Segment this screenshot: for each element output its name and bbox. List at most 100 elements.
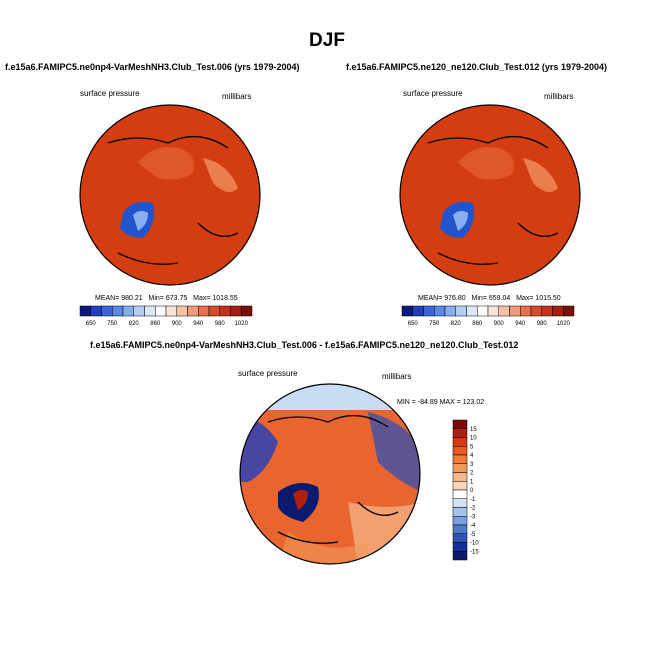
- panel-a-colorbar-box: [79, 305, 91, 317]
- panel-a-colorbar-box: [219, 305, 231, 317]
- panel-b-colorbar-box: [444, 305, 456, 317]
- panel-a-mean: 980.21: [121, 295, 143, 302]
- panel-c-units-label: millibars: [382, 372, 412, 381]
- panel-a-field: [80, 105, 260, 285]
- panel-c-colorbar-tick-label: 0: [470, 488, 474, 494]
- panel-b-colorbar-box: [563, 305, 575, 317]
- panel-b-arctic-region: [458, 147, 514, 180]
- panel-b-min-label: Min=: [471, 295, 487, 302]
- panel-b-colorbar-box: [466, 305, 478, 317]
- panel-b-colorbar-box: [487, 305, 499, 317]
- panel-a-colorbar-box: [208, 305, 220, 317]
- panel-b-colorbar-box: [401, 305, 413, 317]
- panel-c-colorbar-tick-label: 2: [470, 471, 474, 477]
- panel-c-colorbar-box: [452, 428, 468, 438]
- panel-b-colorbar-box: [412, 305, 424, 317]
- panel-c-top-band: [240, 384, 420, 410]
- panel-b-colorbar-tick-label: 750: [429, 321, 440, 327]
- panel-c-colorbar-box: [452, 551, 468, 561]
- panel-a-colorbar-box: [90, 305, 102, 317]
- panel-a-arctic-region: [138, 147, 194, 180]
- panel-b-colorbar-tick-label: 1020: [557, 321, 571, 327]
- panel-c-colorbar-tick-label: -4: [470, 523, 476, 529]
- panel-c-greenland-core: [293, 489, 308, 510]
- panel-c-colorbar-box: [452, 481, 468, 491]
- panel-b-colorbar-box: [498, 305, 510, 317]
- panel-b-colorbar-tick-label: 820: [451, 321, 462, 327]
- panel-b-title: f.e15a6.FAMIPC5.ne120_ne120.Club_Test.01…: [346, 62, 607, 72]
- panel-c-colorbar-box: [452, 542, 468, 552]
- panel-c-coastlines: [267, 414, 399, 544]
- panel-c-east-blue: [368, 412, 420, 492]
- panel-c-colorbar-box: [452, 533, 468, 543]
- panel-a-max-label: Max=: [193, 295, 211, 302]
- panel-c-colorbar-box: [452, 472, 468, 482]
- panel-b-colorbar-box: [541, 305, 553, 317]
- panel-a-min-label: Min=: [148, 295, 164, 302]
- panel-a-colorbar-box: [230, 305, 242, 317]
- panel-b-colorbar-box: [477, 305, 489, 317]
- panel-c-colorbar-box: [452, 437, 468, 447]
- panel-a-siberia-region: [203, 158, 238, 192]
- panel-a-colorbar-box: [133, 305, 145, 317]
- panel-b-variable-label: surface pressure: [403, 89, 463, 98]
- panel-c-colorbar-tick-label: 4: [470, 453, 474, 459]
- panel-b-colorbar-tick-label: 860: [472, 321, 483, 327]
- panel-b-colorbar-box: [530, 305, 542, 317]
- panel-a-colorbar-tick-label: 860: [150, 321, 161, 327]
- panel-b-field: [400, 105, 580, 285]
- panel-a-map: [79, 104, 261, 286]
- panel-c-colorbar-tick-label: 1: [470, 479, 474, 485]
- panel-a-mean-label: MEAN=: [95, 295, 120, 302]
- panel-c-colorbar-tick-label: -10: [470, 541, 479, 547]
- panel-a-colorbar-box: [101, 305, 113, 317]
- panel-c-colorbar-tick-label: -5: [470, 532, 476, 538]
- panel-c-colorbar-tick-label: -15: [470, 549, 479, 555]
- panel-c-colorbar-tick-label: 10: [470, 436, 477, 442]
- panel-b-units-label: millibars: [544, 92, 574, 101]
- panel-a-min: 673.75: [165, 295, 188, 302]
- panel-c-colorbar-tick-label: 3: [470, 462, 474, 468]
- panel-c-colorbar-box: [452, 489, 468, 499]
- panel-b-colorbar-tick-label: 940: [515, 321, 526, 327]
- panel-c-map: [239, 383, 421, 565]
- panel-a-colorbar-box: [112, 305, 124, 317]
- panel-b-colorbar-tick-label: 980: [537, 321, 548, 327]
- main-title: DJF: [309, 30, 345, 51]
- panel-a-colorbar-box: [241, 305, 253, 317]
- panel-b-stats: MEAN= 976.80 Min= 659.04 Max= 1015.50: [418, 295, 561, 302]
- panel-c-colorbar-box: [452, 524, 468, 534]
- panel-a-colorbar-tick-label: 940: [193, 321, 204, 327]
- panel-c-title: f.e15a6.FAMIPC5.ne0np4-VarMeshNH3.Club_T…: [90, 340, 519, 350]
- panel-c-colorbar-box: [452, 516, 468, 526]
- panel-b-colorbar-box: [455, 305, 467, 317]
- panel-c-colorbar-tick-label: -3: [470, 514, 476, 520]
- panel-b-colorbar-tick-label: 900: [494, 321, 505, 327]
- panel-b-colorbar-box: [423, 305, 435, 317]
- panel-a-variable-label: surface pressure: [80, 89, 140, 98]
- panel-c-colorbar-box: [452, 498, 468, 508]
- panel-c-colorbar-box: [452, 454, 468, 464]
- panel-c-colorbar-box: [452, 419, 468, 429]
- panel-b-mean-label: MEAN=: [418, 295, 443, 302]
- panel-a-colorbar: 650 750 820 860 900 940 980 1020: [79, 305, 253, 327]
- panel-a-colorbar-tick-label: 650: [86, 321, 97, 327]
- panel-a-units-label: millibars: [222, 92, 252, 101]
- panel-a-colorbar-box: [155, 305, 167, 317]
- panel-c-colorbar-tick-label: 5: [470, 444, 474, 450]
- panel-a-colorbar-tick-label: 820: [129, 321, 140, 327]
- panel-b-colorbar: 650 750 820 860 900 940 980 1020: [401, 305, 575, 327]
- panel-b-siberia-region: [523, 158, 558, 192]
- panel-a-colorbar-tick-label: 980: [215, 321, 226, 327]
- panel-b-max: 1015.50: [535, 295, 561, 302]
- panel-a-greenland-core: [133, 210, 148, 231]
- panel-a-colorbar-box: [176, 305, 188, 317]
- panel-b-max-label: Max=: [516, 295, 534, 302]
- panel-a-colorbar-box: [165, 305, 177, 317]
- panel-c-colorbar-tick-label: 15: [470, 427, 477, 433]
- panel-a-border: [79, 104, 261, 286]
- panel-c-colorbar-box: [452, 463, 468, 473]
- panel-a-colorbar-box: [122, 305, 134, 317]
- panel-c-colorbar-tick-label: -1: [470, 497, 476, 503]
